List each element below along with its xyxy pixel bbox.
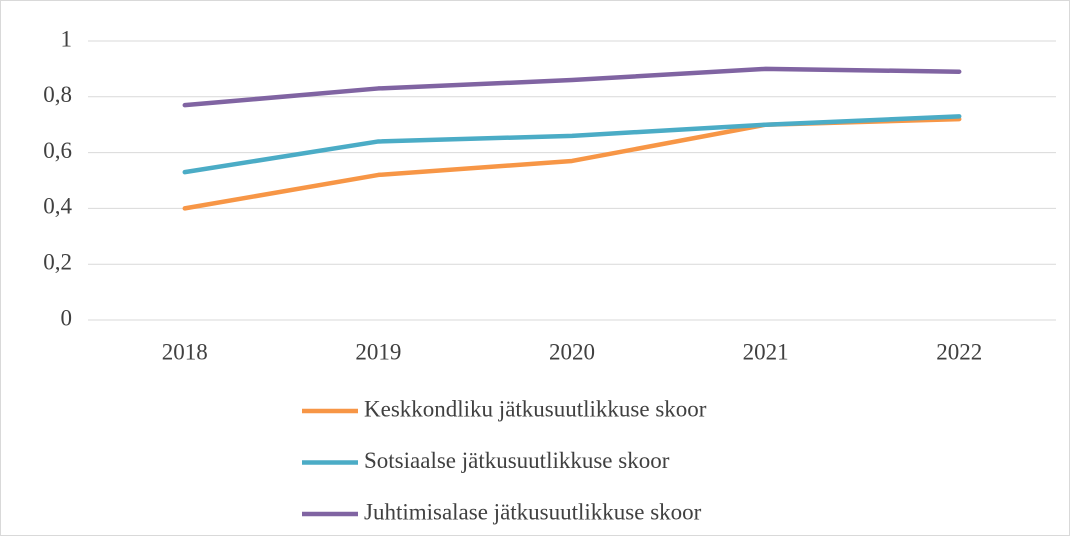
- legend-label: Keskkondliku jätkusuutlikkuse skoor: [364, 396, 707, 421]
- legend-label: Juhtimisalase jätkusuutlikkuse skoor: [364, 499, 702, 524]
- data-line: [182, 66, 962, 108]
- y-tick-label: 0,2: [43, 249, 72, 274]
- x-tick-label: 2020: [549, 339, 595, 364]
- y-tick-label: 1: [61, 26, 73, 51]
- data-line: [182, 114, 962, 175]
- x-tick-label: 2021: [743, 339, 789, 364]
- y-tick-label: 0,8: [43, 82, 72, 107]
- y-tick-label: 0,4: [43, 194, 72, 219]
- x-tick-label: 2018: [162, 339, 208, 364]
- x-tick-label: 2022: [936, 339, 982, 364]
- x-tick-label: 2019: [355, 339, 401, 364]
- y-tick-label: 0,6: [43, 138, 72, 163]
- y-tick-label: 0: [61, 305, 73, 330]
- legend-label: Sotsiaalse jätkusuutlikkuse skoor: [364, 448, 670, 473]
